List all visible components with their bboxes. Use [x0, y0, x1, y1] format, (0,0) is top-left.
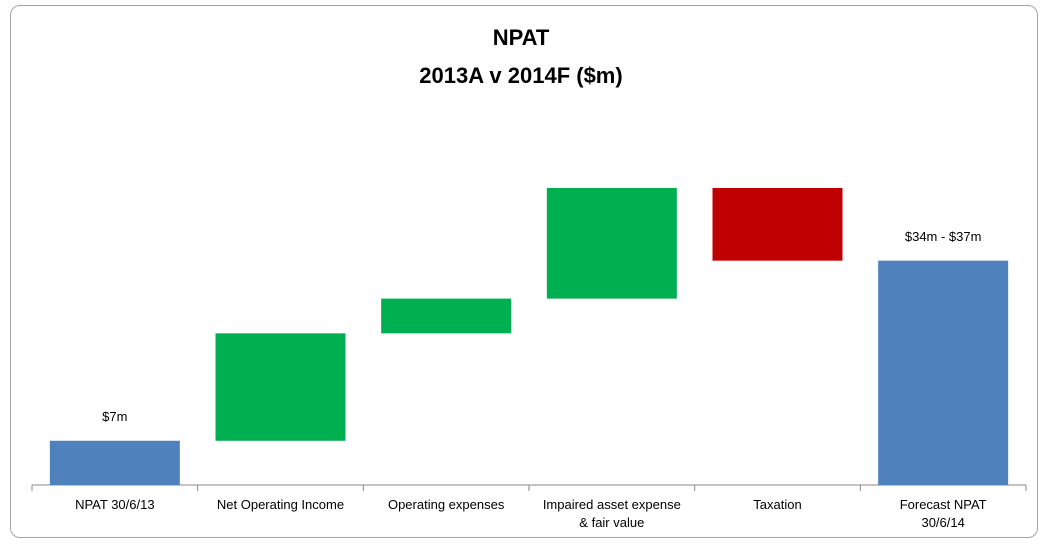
bar [215, 333, 346, 441]
chart-subtitle: 2013A v 2014F ($m) [419, 63, 623, 88]
x-tick-label: Impaired asset expense & fair value [542, 497, 681, 530]
chart-card [10, 5, 1038, 538]
bar [546, 188, 677, 299]
value-label: $7m [102, 408, 128, 424]
bar [878, 260, 1009, 485]
x-tick-label: Taxation [753, 497, 802, 512]
value-label: $34m - $37m [904, 228, 982, 244]
bar [381, 298, 512, 334]
x-tick-label: Net Operating Income [216, 497, 345, 512]
x-tick-label: NPAT 30/6/13 [75, 497, 155, 512]
x-tick-label: Forecast NPAT 30/6/14 [899, 497, 987, 530]
bar [712, 188, 843, 261]
x-tick-label: Operating expenses [387, 497, 505, 512]
chart-title: NPAT [492, 25, 550, 50]
bar [49, 440, 180, 485]
